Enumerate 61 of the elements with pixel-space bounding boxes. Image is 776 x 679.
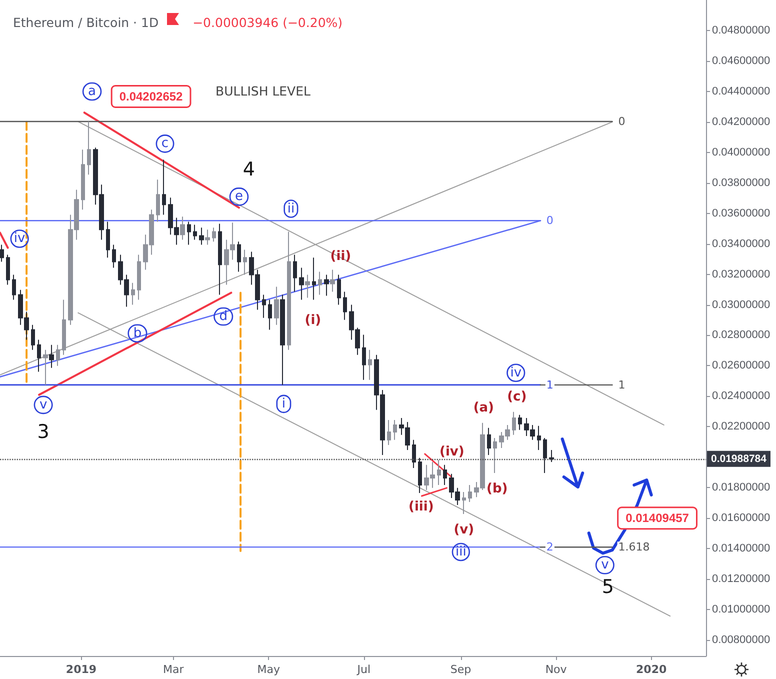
y-tick-label: 0.00800000 [712,634,770,646]
y-tick-label: 0.01400000 [712,542,770,555]
y-tick-label: 0.03000000 [712,298,770,311]
annotation: 3 [37,420,50,443]
y-tick-label: 0.01600000 [712,512,770,524]
annotation: (b) [486,481,508,496]
text: Ethereum / Bitcoin · 1D [13,15,159,30]
x-tick-label: May [257,663,281,676]
annotation: a [88,84,96,99]
annotation: BULLISH LEVEL [216,84,310,98]
y-tick-label: 0.01800000 [712,482,770,494]
series-label: 1 [618,378,626,392]
y-tick-label: 0.01000000 [712,604,770,616]
x-tick-label: 2019 [66,663,97,676]
annotation: v [39,397,48,412]
annotation: ii [287,201,295,216]
series-label: 0 [546,214,554,228]
annotation: 4 [242,158,256,181]
x-tick-label: Mar [162,663,184,676]
series-label: 1 [546,378,554,392]
annotation: iii [455,544,466,560]
annotation: (i) [304,313,322,328]
y-tick-label: 0.02400000 [712,390,770,402]
annotation: (ii) [330,249,352,264]
y-tick-label: 0.03600000 [712,207,770,220]
y-tick-label: 0.04200000 [712,116,770,128]
annotation: v [601,558,610,573]
annotation: c [161,136,169,152]
annotation: (v) [454,522,474,538]
annotation: (a) [473,400,494,416]
annotation: (iv) [439,444,464,460]
annotation: iv [510,365,522,380]
annotation: i [282,396,286,412]
annotation: e [234,189,243,204]
y-tick-label: 0.03400000 [712,238,770,250]
series-label: 1.618 [618,540,650,554]
y-tick-label: 0.02800000 [712,329,770,342]
y-tick-label: 0.04600000 [712,54,770,67]
y-tick-label: 0.02600000 [712,360,770,372]
x-tick-label: 2020 [636,663,667,676]
y-tick-label: 0.04400000 [712,85,770,98]
x-tick-label: Nov [545,663,568,676]
y-tick-label: 0.04800000 [712,24,770,36]
series-label: 0 [618,115,626,128]
x-tick-label: Jul [356,663,371,676]
y-tick-label: 0.03800000 [712,176,770,189]
annotation: d [219,309,228,324]
y-tick-label: 0.01200000 [712,573,770,586]
annotation: 0.04202652 [119,90,184,104]
annotation: 5 [602,576,614,598]
annotation: (iii) [408,499,434,514]
x-tick-label: Sep [450,663,472,676]
y-tick-label: 0.04000000 [712,146,770,158]
y-tick-label: 0.03200000 [712,268,770,280]
series-label: 2 [546,540,554,554]
ref-line-label: 0.01988784 [711,452,767,465]
y-tick-label: 0.02200000 [712,420,770,433]
annotation: 0.01409457 [626,511,690,526]
text: −0.00003946 (−0.20%) [192,15,343,30]
annotation: (c) [507,389,527,404]
annotation: iv [14,231,26,246]
